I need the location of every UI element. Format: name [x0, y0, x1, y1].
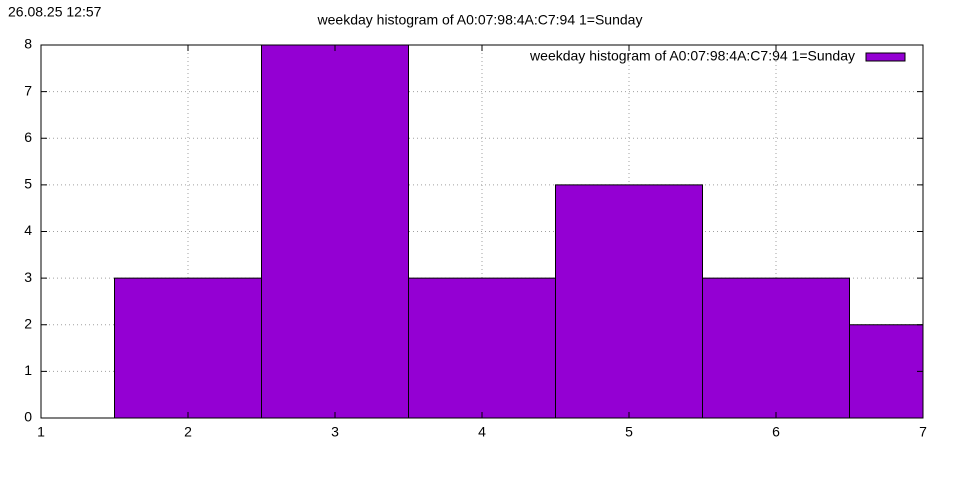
x-tick-label: 2	[184, 424, 192, 440]
bar	[114, 277, 262, 418]
y-tick-label: 8	[24, 36, 32, 52]
y-tick-label: 6	[24, 129, 32, 145]
legend-swatch	[865, 52, 906, 62]
y-tick-label: 4	[24, 222, 32, 238]
x-tick-label: 6	[772, 424, 780, 440]
legend-label: weekday histogram of A0:07:98:4A:C7:94 1…	[529, 48, 855, 64]
x-tick-label: 4	[478, 424, 486, 440]
y-tick-label: 0	[24, 409, 32, 425]
y-tick-label: 3	[24, 269, 32, 285]
x-tick-label: 7	[919, 424, 927, 440]
bar	[408, 277, 556, 418]
y-tick-label: 7	[24, 82, 32, 98]
chart-title: weekday histogram of A0:07:98:4A:C7:94 1…	[317, 12, 643, 28]
x-tick-label: 3	[331, 424, 339, 440]
bars	[114, 45, 923, 418]
x-tick-label: 5	[625, 424, 633, 440]
x-tick-label: 1	[37, 424, 45, 440]
y-tick-label: 5	[24, 176, 32, 192]
bar	[702, 277, 850, 418]
y-tick-label: 1	[24, 362, 32, 378]
y-tick-label: 2	[24, 315, 32, 331]
bar	[849, 324, 923, 418]
timestamp: 26.08.25 12:57	[8, 4, 102, 20]
bar	[261, 45, 409, 418]
bar	[555, 184, 703, 418]
